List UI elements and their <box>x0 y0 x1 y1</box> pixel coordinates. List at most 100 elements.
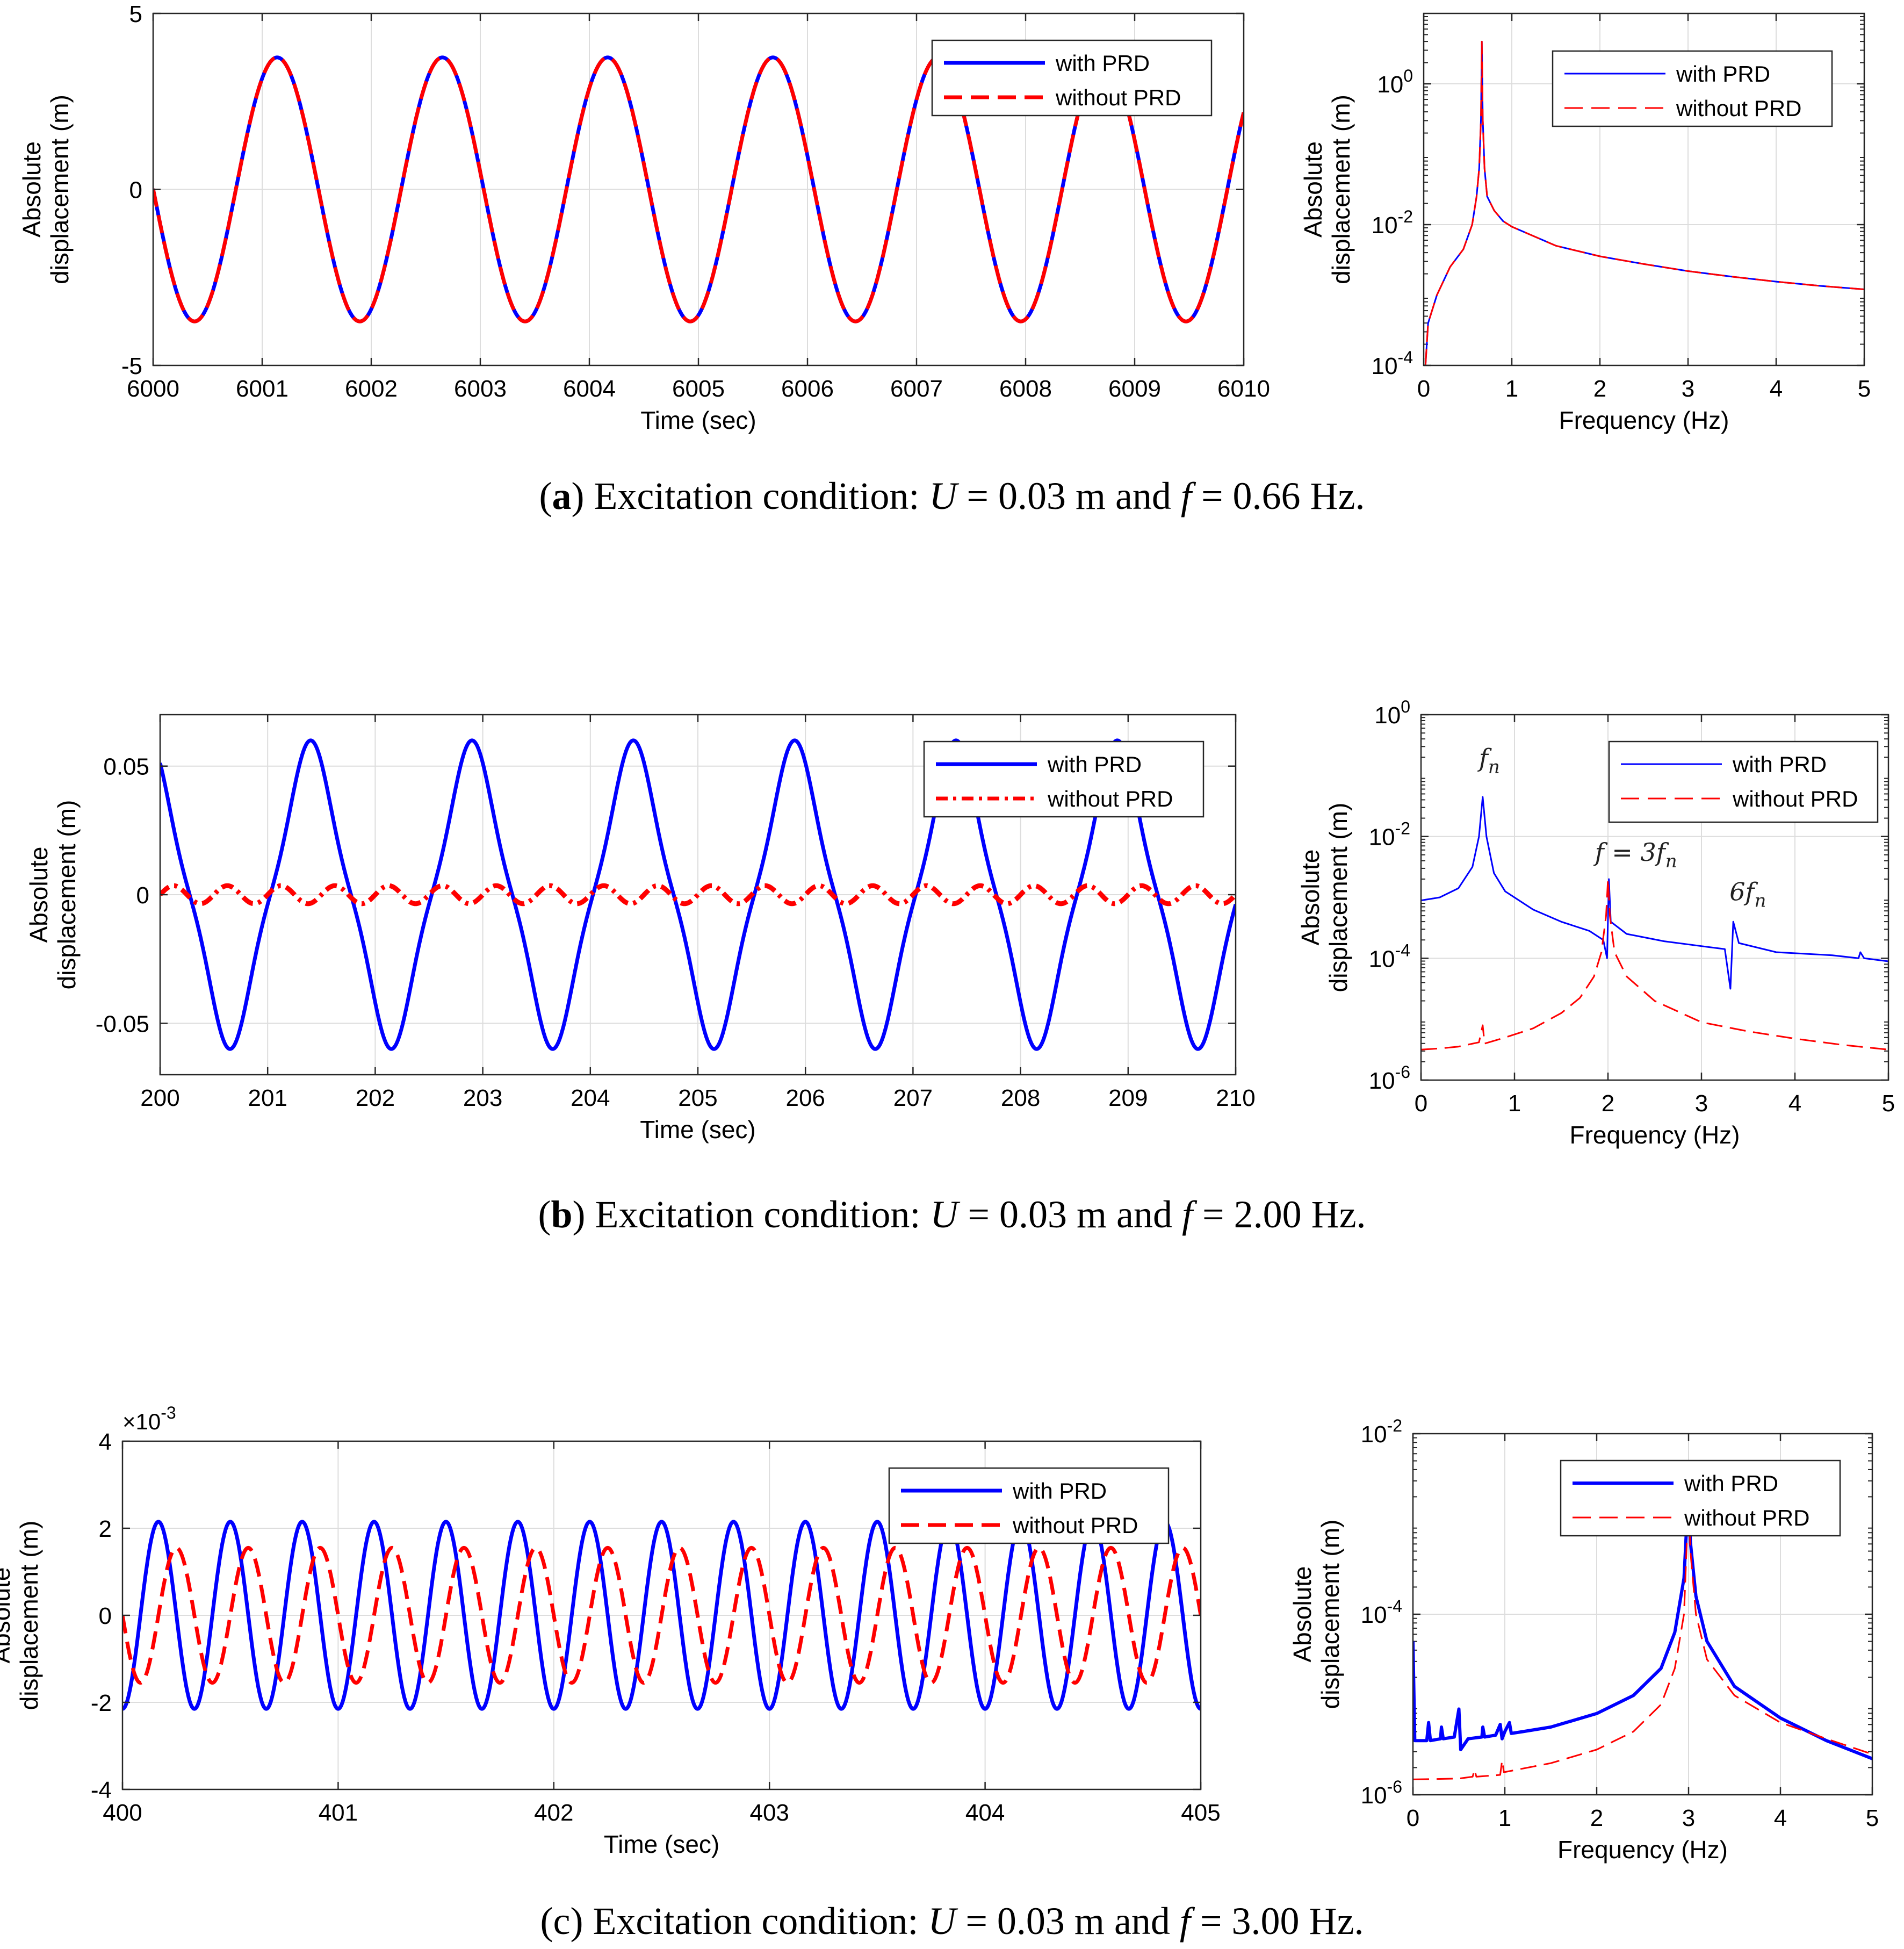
x-tick-label: 405 <box>1181 1800 1220 1826</box>
y-tick-label: -4 <box>91 1777 112 1803</box>
x-tick-label: 4 <box>1788 1090 1801 1117</box>
legend-box <box>1608 740 1879 823</box>
chart-b-freq: 0 1 2 3 4 5 10-6 10-4 10-2 100 Frequency (Hz) Absol… <box>1296 697 1895 1149</box>
x-axis-label: Frequency (Hz) <box>1570 1121 1740 1149</box>
axis-exponent-label: ×10-3 <box>122 1403 176 1434</box>
x-axis-label: Time (sec) <box>640 1116 756 1143</box>
x-tick-label: 403 <box>749 1800 789 1826</box>
legend-label-without-prd: without PRD <box>1047 786 1173 811</box>
legend: with PRD without PRD <box>1560 1459 1841 1537</box>
legend-label-without-prd: without PRD <box>1012 1513 1138 1538</box>
x-tick-label: 6000 <box>127 376 179 402</box>
chart-a-time: 6000 6001 6002 6003 6004 6005 6006 6007 6008 6009… <box>18 1 1270 434</box>
y-tick-label: -5 <box>121 353 142 379</box>
series-without-prd <box>153 55 1244 323</box>
y-tick-label: 10-2 <box>1372 207 1413 239</box>
x-tick-label: 3 <box>1695 1090 1708 1117</box>
y-axis-label-line1: Absolute <box>0 1567 15 1663</box>
caption-c: (c) Excitation condition: U = 0.03 m and… <box>540 1900 1364 1943</box>
x-tick-label: 201 <box>248 1085 287 1111</box>
legend-label-with-prd: with PRD <box>1055 51 1150 76</box>
x-axis-label: Frequency (Hz) <box>1559 406 1729 434</box>
x-tick-label: 402 <box>534 1800 573 1826</box>
x-tick-label: 6001 <box>236 376 289 402</box>
legend-box <box>1552 50 1833 127</box>
x-tick-label: 6002 <box>345 376 398 402</box>
x-tick-label: 208 <box>1001 1085 1040 1111</box>
plot-area <box>122 1520 1201 1711</box>
x-tick-label: 6009 <box>1108 376 1161 402</box>
x-tick-label: 6007 <box>890 376 943 402</box>
legend-box <box>923 740 1205 818</box>
x-axis-label: Frequency (Hz) <box>1557 1836 1728 1864</box>
legend: with PRD without PRD <box>1608 740 1879 823</box>
y-tick-label: 2 <box>99 1516 112 1542</box>
x-tick-label: 3 <box>1682 376 1694 402</box>
y-axis-label-line2: displacement (m) <box>53 800 81 990</box>
series-with-prd <box>160 738 1236 1051</box>
chart-c-freq: 0 1 2 3 4 5 10-6 10-4 10-2 Frequency (Hz) Absolute… <box>1288 1416 1879 1864</box>
legend-label-without-prd: without PRD <box>1676 96 1801 121</box>
y-tick-label: 4 <box>99 1429 112 1455</box>
x-tick-label: 404 <box>965 1800 1005 1826</box>
plot-area <box>1421 796 1888 1051</box>
x-tick-label: 5 <box>1866 1805 1879 1831</box>
y-axis-label-line2: displacement (m) <box>1316 1520 1344 1709</box>
legend-label-with-prd: with PRD <box>1676 61 1770 87</box>
x-tick-label: 203 <box>463 1085 502 1111</box>
series-without-prd <box>122 1545 1201 1685</box>
series-without-prd <box>1424 40 1864 365</box>
y-tick-label: 0 <box>136 882 149 909</box>
x-tick-label: 204 <box>571 1085 610 1111</box>
legend: with PRD without PRD <box>931 39 1213 117</box>
x-tick-label: 200 <box>140 1085 179 1111</box>
y-tick-label: 0 <box>99 1603 112 1629</box>
y-tick-label: 10-4 <box>1361 1596 1402 1628</box>
peak-annotation: f = 3fn <box>1593 838 1677 872</box>
chart-c-time: 400 401 402 403 404 405 -4 -2 0 2 4 ×10-3 Time (sec)… <box>0 1403 1221 1858</box>
x-tick-label: 5 <box>1882 1090 1895 1117</box>
x-tick-label: 209 <box>1108 1085 1148 1111</box>
legend-label-without-prd: without PRD <box>1732 786 1858 811</box>
y-tick-label: 100 <box>1374 697 1410 729</box>
legend-label-without-prd: without PRD <box>1055 85 1181 110</box>
x-axis-label: Time (sec) <box>604 1830 720 1858</box>
x-tick-label: 401 <box>319 1800 358 1826</box>
y-tick-label: -2 <box>91 1690 112 1716</box>
x-tick-label: 4 <box>1770 376 1783 402</box>
y-axis-label-line1: Absolute <box>1296 849 1324 945</box>
y-tick-label: 10-2 <box>1361 1416 1402 1448</box>
y-tick-label: 10-6 <box>1361 1777 1402 1809</box>
x-tick-label: 205 <box>678 1085 717 1111</box>
x-tick-label: 207 <box>893 1085 933 1111</box>
chart-b-time: 200 201 202 203 204 205 206 207 208 209 210 -0.05 0 0… <box>25 714 1256 1143</box>
y-axis-label-line1: Absolute <box>25 846 53 943</box>
x-tick-label: 1 <box>1508 1090 1521 1117</box>
y-tick-label: 5 <box>129 1 142 27</box>
legend: with PRD without PRD <box>888 1467 1170 1544</box>
x-tick-label: 6006 <box>781 376 834 402</box>
legend: with PRD without PRD <box>923 740 1205 818</box>
x-tick-label: 6004 <box>563 376 616 402</box>
x-tick-label: 1 <box>1498 1805 1511 1831</box>
x-tick-label: 6008 <box>999 376 1052 402</box>
x-tick-label: 202 <box>356 1085 395 1111</box>
y-tick-label: 10-6 <box>1369 1062 1410 1094</box>
y-axis-label-line1: Absolute <box>18 141 46 238</box>
y-axis-label-line2: displacement (m) <box>1327 95 1355 284</box>
y-tick-label: -0.05 <box>96 1011 149 1037</box>
plot-area <box>1424 40 1864 365</box>
plot-area <box>1413 1486 1872 1780</box>
x-tick-label: 206 <box>785 1085 825 1111</box>
y-axis-label-line2: displacement (m) <box>1324 803 1352 993</box>
y-tick-label: 10-2 <box>1369 819 1410 851</box>
peak-annotation: fn <box>1477 743 1500 778</box>
y-axis-label-line2: displacement (m) <box>15 1521 43 1710</box>
legend-label-with-prd: with PRD <box>1684 1471 1778 1496</box>
x-tick-label: 400 <box>103 1800 142 1826</box>
y-axis-label-line1: Absolute <box>1299 141 1327 238</box>
y-tick-label: 10-4 <box>1372 348 1413 379</box>
legend-box <box>1560 1459 1841 1537</box>
axes-box <box>1423 12 1865 366</box>
legend-label-without-prd: without PRD <box>1684 1505 1809 1530</box>
